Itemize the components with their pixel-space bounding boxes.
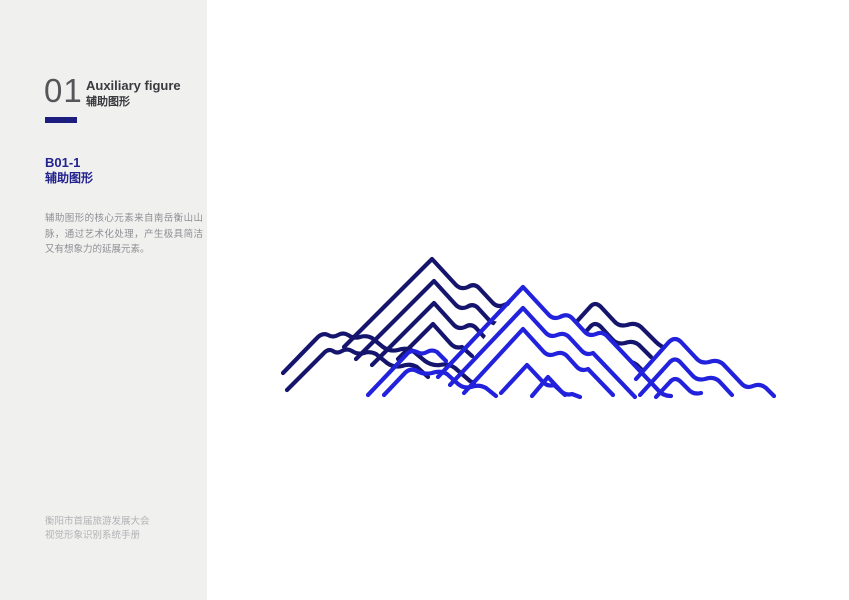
blue-right-hill-line-2 — [637, 357, 735, 398]
blue-right-hill-line-3 — [653, 376, 704, 400]
blue-right-hill-line-1 — [633, 336, 777, 399]
footer-text: 衡阳市首届旅游发展大会 视觉形象识别系统手册 — [45, 515, 150, 544]
blue-main-mountain-line-1 — [435, 284, 674, 399]
blue-front-chevron — [529, 374, 583, 400]
section-number: 01 — [44, 72, 83, 109]
blue-foothill-line-upper — [365, 348, 449, 398]
footer-line-2: 视觉形象识别系统手册 — [45, 530, 141, 542]
footer-line-1: 衡阳市首届旅游发展大会 — [45, 516, 150, 527]
chapter-title: Auxiliary figure 辅助图形 — [86, 78, 181, 109]
navy-right-mountain-line-2 — [571, 321, 654, 360]
description-paragraph: 辅助图形的核心元素来自南岳衡山山脉，通过艺术化处理，产生极具简洁又有想象力的延展… — [45, 213, 203, 256]
chapter-title-zh: 辅助图形 — [86, 95, 130, 108]
section-code-block: B01-1 辅助图形 — [45, 155, 93, 186]
navy-foothill-line-upper — [280, 331, 481, 386]
chapter-title-en: Auxiliary figure — [86, 78, 181, 93]
section-code: B01-1 — [45, 155, 81, 170]
title-underline-bar — [45, 117, 77, 123]
section-code-name: 辅助图形 — [45, 170, 94, 185]
navy-main-mountain-line-2 — [353, 278, 511, 362]
navy-main-mountain-line-3 — [369, 300, 489, 368]
blue-main-mountain-line-3 — [461, 326, 616, 398]
navy-right-mountain-line-1 — [567, 301, 677, 355]
mountain-line-artwork — [280, 234, 777, 400]
blue-mountains-group — [365, 284, 777, 400]
blue-main-mountain-line-2 — [447, 305, 638, 400]
birds-group — [735, 234, 775, 261]
bird-small-icon — [735, 234, 761, 242]
bird-large-icon — [741, 249, 775, 261]
navy-main-mountain-line-4 — [395, 321, 475, 362]
left-sidebar-panel — [0, 0, 207, 600]
